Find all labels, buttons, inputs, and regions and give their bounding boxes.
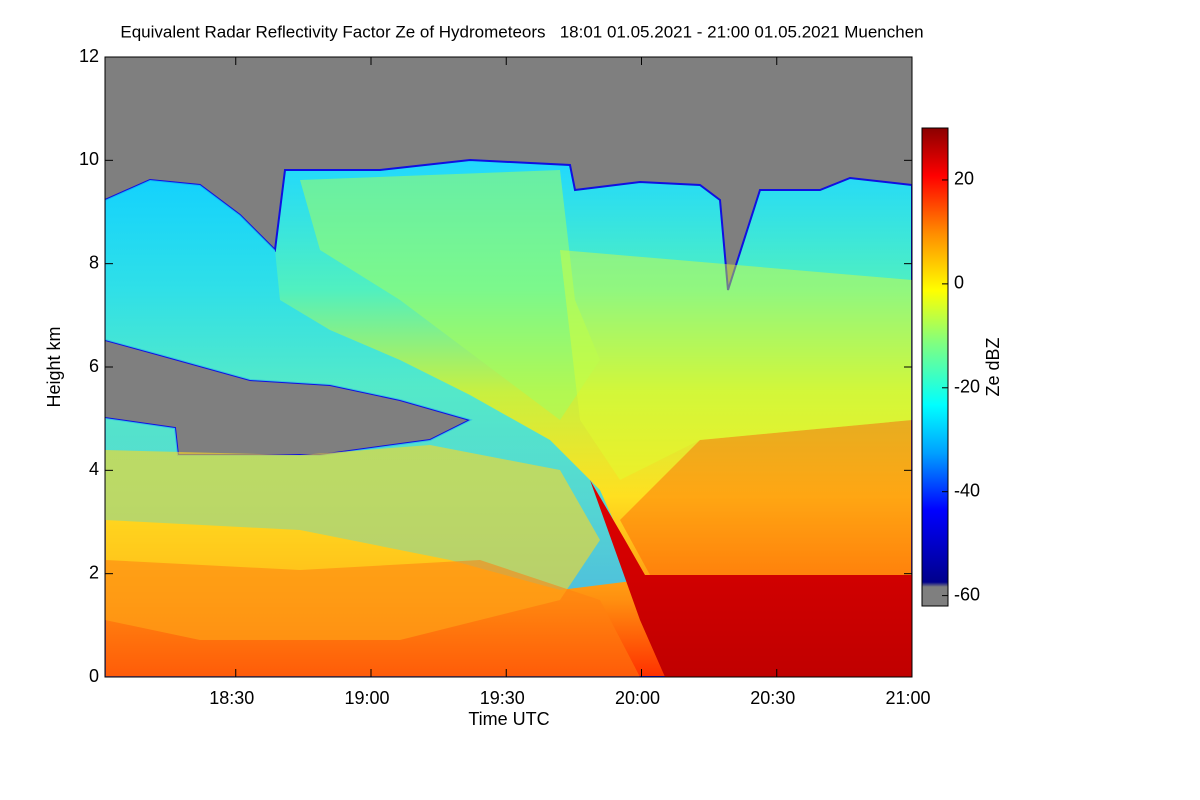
- colorbar-label: Ze dBZ: [983, 337, 1003, 396]
- x-tick-label: 20:30: [750, 688, 795, 708]
- y-tick-label: 12: [79, 46, 99, 66]
- y-axis-label: Height km: [44, 326, 64, 407]
- x-tick-label: 19:00: [344, 688, 389, 708]
- y-tick-label: 10: [79, 149, 99, 169]
- y-tick-label: 6: [89, 356, 99, 376]
- y-tick-label: 4: [89, 459, 99, 479]
- colorbar-tick-label: 20: [954, 169, 974, 189]
- x-axis-label: Time UTC: [468, 709, 549, 729]
- x-tick-label: 19:30: [480, 688, 525, 708]
- x-tick-label: 20:00: [615, 688, 660, 708]
- y-tick-label: 8: [89, 252, 99, 272]
- chart-title: Equivalent Radar Reflectivity Factor Ze …: [120, 22, 923, 41]
- radar-field: [105, 57, 912, 677]
- y-tick-label: 0: [89, 666, 99, 686]
- colorbar: [921, 127, 949, 607]
- x-tick-label: 21:00: [885, 688, 930, 708]
- x-tick-label: 18:30: [209, 688, 254, 708]
- y-tick-label: 2: [89, 562, 99, 582]
- colorbar-tick-label: -20: [954, 377, 980, 397]
- colorbar-tick-label: -40: [954, 480, 980, 500]
- colorbar-tick-label: -60: [954, 584, 980, 604]
- colorbar-tick-label: 0: [954, 273, 964, 293]
